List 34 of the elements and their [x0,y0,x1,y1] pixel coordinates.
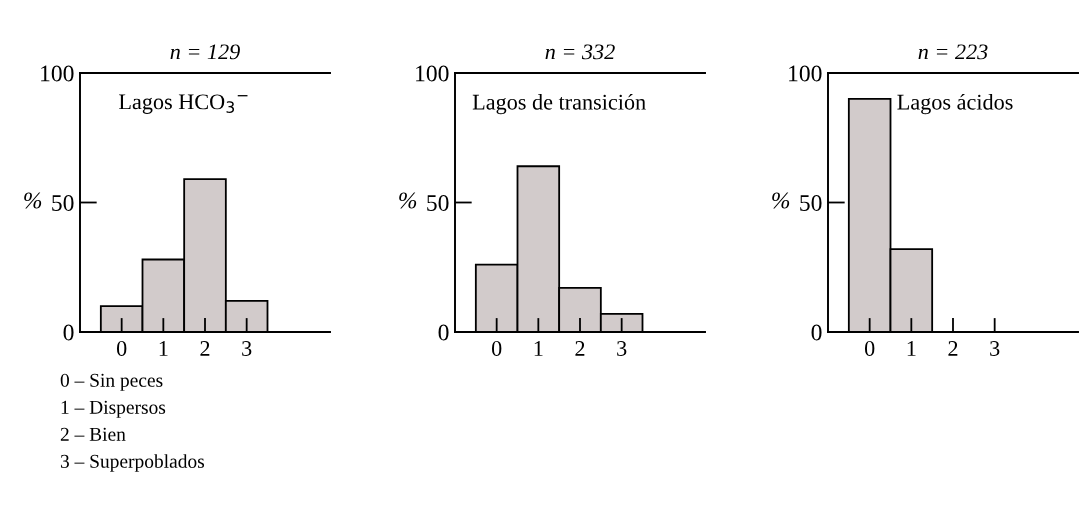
x-tick-label: 0 [491,340,502,356]
chart-title: n = 129 [170,44,240,60]
y-axis-title: % [24,192,42,209]
x-tick-label: 0 [116,340,127,356]
text: 1 – Dispersos [61,400,166,418]
x-tick-label: 2 [948,341,958,356]
y-tick-label: 100 [789,65,822,82]
y-tick-label: 50 [52,194,74,211]
text: Lagos HCO$_{3}$$^{−}$ [119,94,248,114]
x-tick-label: 3 [617,341,627,356]
y-tick-label: 100 [416,65,449,82]
text: 2 – Bien [60,427,126,441]
x-tick-label: 1 [907,341,916,356]
y-tick-label: 50 [800,194,822,211]
text: Lagos de transición [472,93,646,115]
x-tick-label: 2 [200,341,210,356]
y-axis-title: % [399,192,417,209]
y-axis-title: % [772,192,790,209]
y-tick-label: 50 [427,194,449,211]
y-tick-label: 0 [811,324,822,341]
x-tick-label: 3 [990,341,1000,356]
x-tick-label: 2 [575,341,585,356]
text: Lagos ácidos [897,93,1013,115]
y-tick-label: 0 [63,324,74,341]
y-tick-label: 0 [438,324,449,341]
y-tick-label: 100 [41,65,74,82]
x-tick-label: 3 [242,341,252,356]
x-tick-label: 0 [864,340,875,356]
x-tick-label: 1 [534,341,543,356]
x-tick-label: 1 [159,341,168,356]
text: 3 – Superpoblados [60,454,205,472]
text: 0 – Sin peces [60,373,163,391]
chart-title: n = 223 [918,44,988,60]
chart-title: n = 332 [545,44,615,60]
